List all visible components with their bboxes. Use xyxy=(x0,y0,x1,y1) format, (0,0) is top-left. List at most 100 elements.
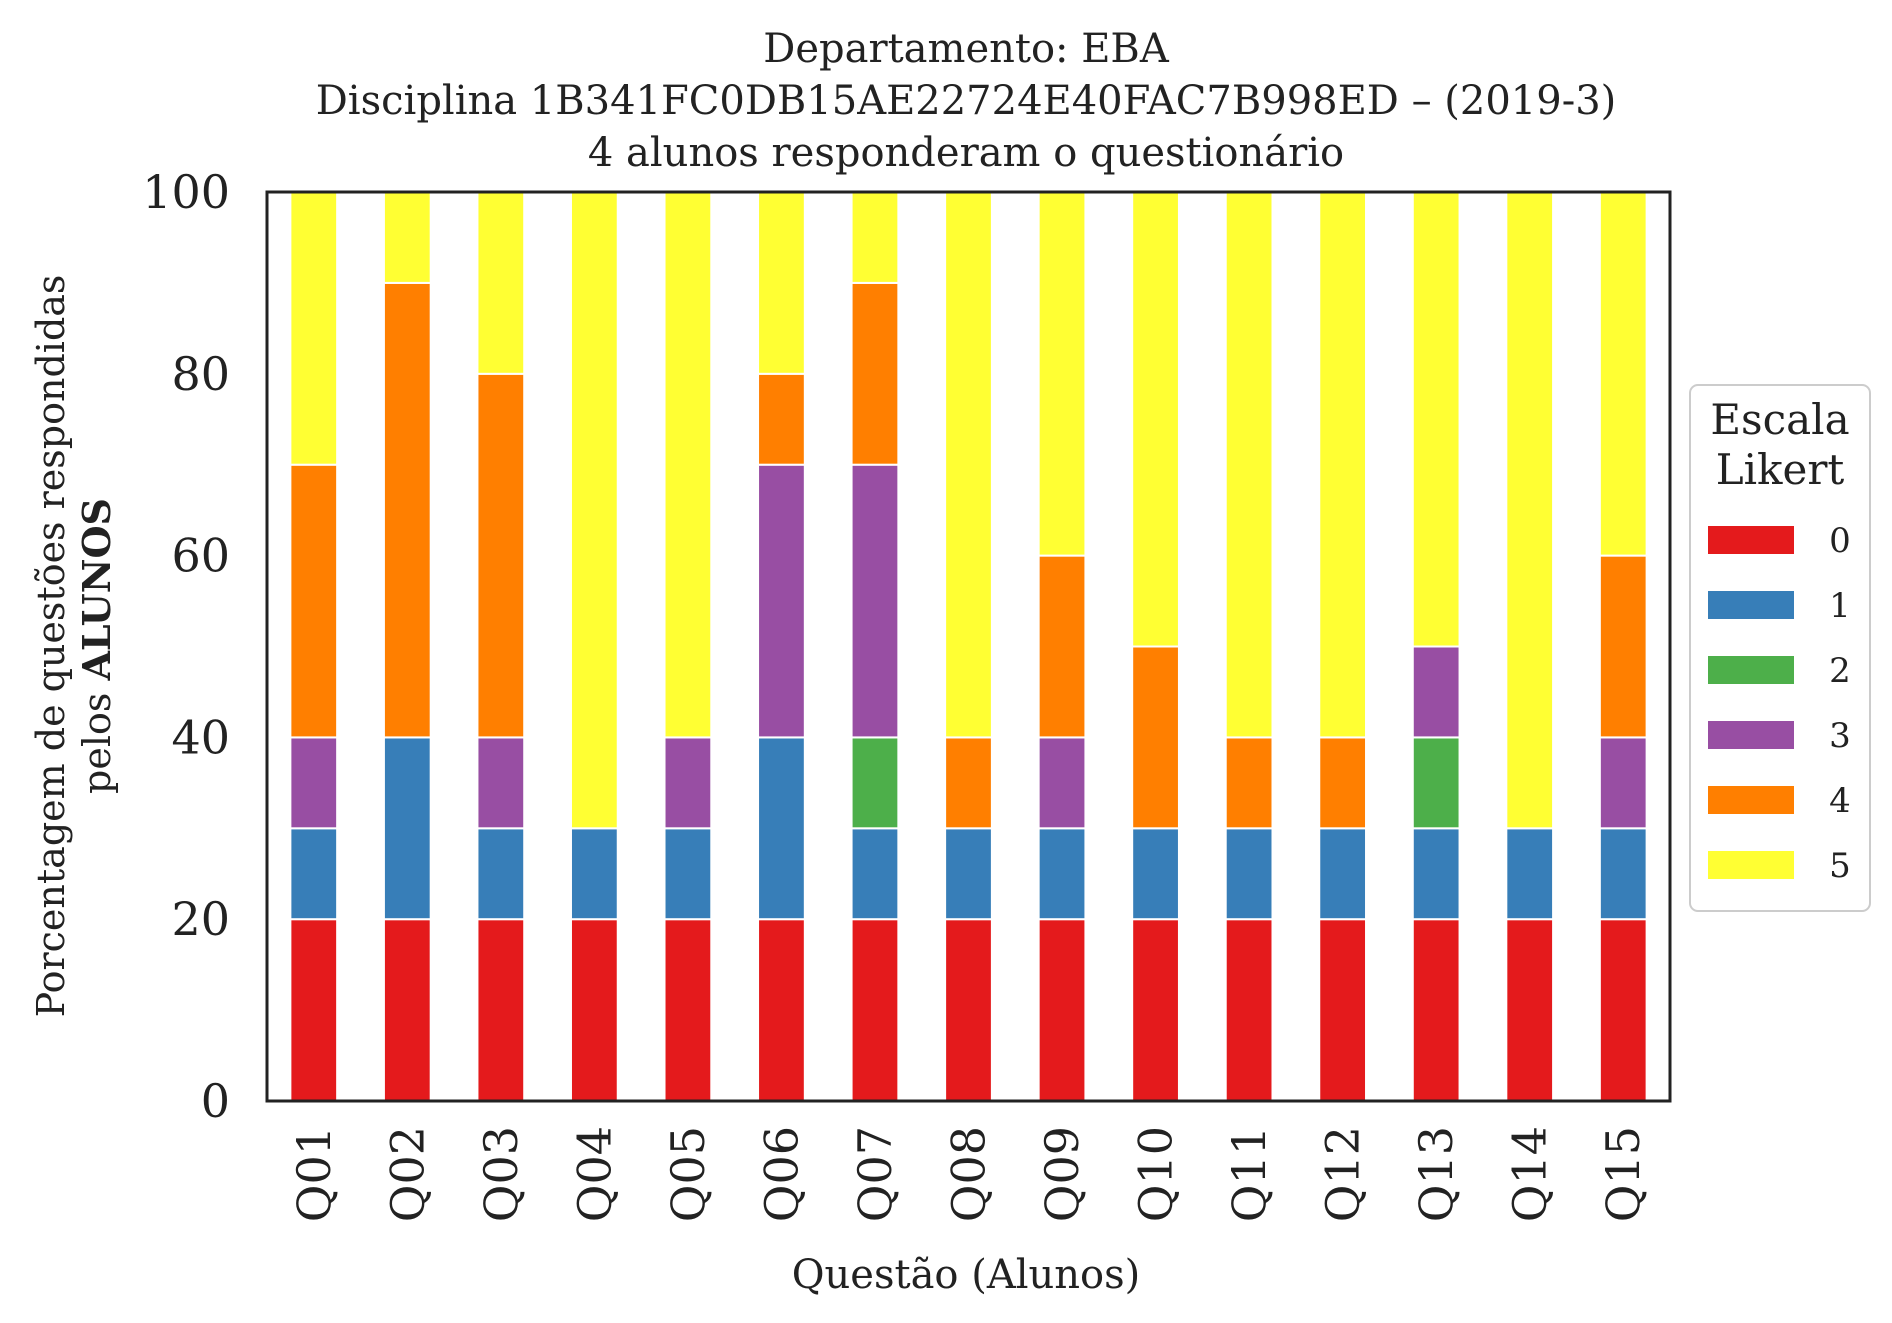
bar-Q02-level-5 xyxy=(382,191,432,284)
y-tick-label-60: 60 xyxy=(171,529,230,583)
x-tick-label-Q12: Q12 xyxy=(1316,1126,1370,1222)
bar-Q12-level-5 xyxy=(1318,191,1368,739)
bar-Q05-level-3 xyxy=(663,736,713,830)
bar-Q09-level-5 xyxy=(1037,191,1087,557)
bar-Q08-level-1 xyxy=(944,827,993,921)
bar-Q11-level-0 xyxy=(1224,918,1274,1103)
legend-swatch-0 xyxy=(1708,526,1794,554)
legend-swatch-3 xyxy=(1708,721,1794,749)
bar-Q15-level-0 xyxy=(1598,918,1648,1103)
bar-Q10-level-4 xyxy=(1131,645,1180,830)
bar-Q15-level-5 xyxy=(1598,191,1648,557)
bar-Q15-level-4 xyxy=(1598,554,1648,739)
y-tick-label-40: 40 xyxy=(171,710,230,764)
bar-Q13-level-5 xyxy=(1411,191,1461,648)
bar-Q05-level-1 xyxy=(663,827,713,921)
y-tick-label-20: 20 xyxy=(171,892,230,946)
y-axis-label-line-2: pelos ALUNOS xyxy=(74,498,119,794)
x-tick-label-Q02: Q02 xyxy=(380,1126,434,1222)
x-tick-label-Q04: Q04 xyxy=(567,1126,621,1222)
y-axis-label: Porcentagem de questões respondidas pelo… xyxy=(29,275,119,1018)
bar-Q02-level-0 xyxy=(382,918,432,1103)
legend-label-0: 0 xyxy=(1829,521,1851,561)
y-axis-label-line-1: Porcentagem de questões respondidas xyxy=(29,275,73,1018)
bar-Q03-level-0 xyxy=(476,918,526,1103)
bar-Q15-level-1 xyxy=(1598,827,1648,921)
bar-Q07-level-2 xyxy=(850,736,900,830)
bar-Q06-level-1 xyxy=(757,736,806,921)
bar-Q13-level-1 xyxy=(1411,827,1461,921)
bar-Q14-level-1 xyxy=(1505,827,1555,921)
x-tick-label-Q06: Q06 xyxy=(754,1126,808,1222)
bar-Q11-level-4 xyxy=(1224,736,1274,830)
legend-label-3: 3 xyxy=(1829,716,1851,756)
bar-Q09-level-1 xyxy=(1037,827,1087,921)
legend-label-5: 5 xyxy=(1829,846,1851,886)
bar-Q02-level-4 xyxy=(382,281,432,739)
y-tick-label-100: 100 xyxy=(142,165,230,219)
x-axis-ticks: Q01 Q02 Q03 Q04 Q05 Q06 Q07 Q08 Q09 Q10 Q11 Q12 Q13 Q… xyxy=(287,1126,1650,1222)
bar-Q09-level-4 xyxy=(1037,554,1087,739)
bar-Q10-level-1 xyxy=(1131,827,1180,921)
x-tick-label-Q13: Q13 xyxy=(1409,1126,1463,1222)
bar-Q06-level-5 xyxy=(757,191,806,375)
bar-Q03-level-5 xyxy=(476,191,526,375)
x-tick-label-Q11: Q11 xyxy=(1222,1126,1276,1222)
chart-title: Departamento: EBA Disciplina 1B341FC0DB1… xyxy=(316,26,1617,176)
bar-Q09-level-3 xyxy=(1037,736,1087,830)
bar-Q01-level-5 xyxy=(289,191,339,466)
x-tick-label-Q10: Q10 xyxy=(1129,1126,1183,1222)
bar-Q03-level-4 xyxy=(476,372,526,739)
bar-Q10-level-5 xyxy=(1131,191,1180,648)
plot-frame xyxy=(265,190,1672,1103)
bar-Q04-level-0 xyxy=(569,918,619,1103)
legend-swatch-5 xyxy=(1708,851,1794,879)
bar-Q03-level-3 xyxy=(476,736,526,830)
x-tick-label-Q07: Q07 xyxy=(848,1126,902,1222)
bar-Q09-level-0 xyxy=(1037,918,1087,1103)
bar-Q11-level-5 xyxy=(1224,191,1274,739)
bar-Q07-level-1 xyxy=(850,827,900,921)
x-tick-label-Q08: Q08 xyxy=(942,1126,996,1222)
bar-Q05-level-0 xyxy=(663,918,713,1103)
bar-Q08-level-4 xyxy=(944,736,993,830)
bar-Q04-level-1 xyxy=(569,827,619,921)
bar-Q12-level-1 xyxy=(1318,827,1368,921)
bar-Q07-level-5 xyxy=(850,191,900,284)
bar-Q07-level-0 xyxy=(850,918,900,1103)
x-tick-label-Q09: Q09 xyxy=(1035,1126,1089,1222)
legend-items: 0 1 2 3 4 5 xyxy=(1708,521,1851,886)
bar-Q01-level-4 xyxy=(289,463,339,739)
legend-swatch-4 xyxy=(1708,786,1794,814)
bar-Q08-level-0 xyxy=(944,918,993,1103)
y-axis-label-prefix: pelos xyxy=(75,681,119,794)
bar-Q01-level-3 xyxy=(289,736,339,830)
legend-swatch-2 xyxy=(1708,656,1794,684)
legend-label-1: 1 xyxy=(1829,586,1851,626)
bar-Q01-level-1 xyxy=(289,827,339,921)
title-line-2: Disciplina 1B341FC0DB15AE22724E40FAC7B99… xyxy=(316,78,1617,124)
bar-Q13-level-2 xyxy=(1411,736,1461,830)
bar-Q02-level-1 xyxy=(382,736,432,921)
bar-Q15-level-3 xyxy=(1598,736,1648,830)
bar-Q07-level-3 xyxy=(850,463,900,739)
legend-label-2: 2 xyxy=(1829,651,1851,691)
x-tick-label-Q15: Q15 xyxy=(1596,1126,1650,1222)
bar-Q06-level-0 xyxy=(757,918,806,1103)
bar-Q06-level-3 xyxy=(757,463,806,739)
bar-Q12-level-4 xyxy=(1318,736,1368,830)
legend-title-line-2: Likert xyxy=(1716,445,1845,494)
y-axis-label-bold: ALUNOS xyxy=(74,498,119,682)
bars-group xyxy=(289,191,1648,1103)
x-axis-label: Questão (Alunos) xyxy=(792,1252,1141,1298)
bar-Q14-level-5 xyxy=(1505,191,1555,830)
bar-Q13-level-3 xyxy=(1411,645,1461,739)
x-tick-label-Q14: Q14 xyxy=(1503,1126,1557,1222)
bar-Q03-level-1 xyxy=(476,827,526,921)
bar-Q06-level-4 xyxy=(757,372,806,466)
bar-Q13-level-0 xyxy=(1411,918,1461,1103)
bar-Q01-level-0 xyxy=(289,918,339,1103)
x-tick-label-Q03: Q03 xyxy=(474,1126,528,1222)
y-tick-label-80: 80 xyxy=(171,347,230,401)
